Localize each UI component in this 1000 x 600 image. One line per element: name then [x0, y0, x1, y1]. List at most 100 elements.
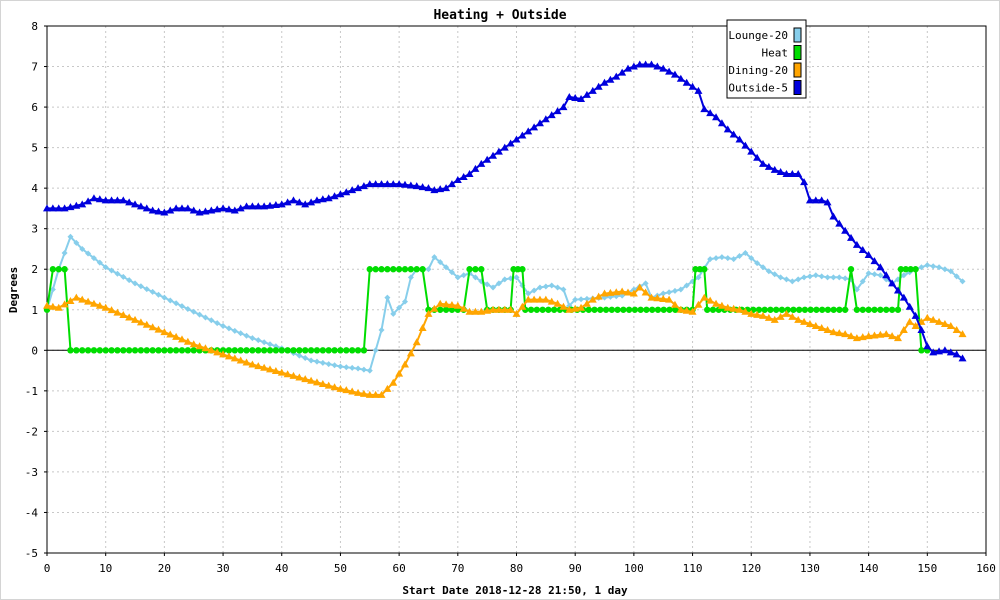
data-point	[553, 299, 562, 307]
data-point	[930, 263, 937, 270]
data-point	[717, 119, 726, 127]
data-point	[466, 266, 473, 273]
data-point	[659, 294, 668, 302]
data-point	[835, 219, 844, 227]
data-point	[307, 347, 315, 354]
data-point	[66, 296, 75, 304]
data-point	[213, 205, 222, 213]
data-point	[811, 196, 820, 204]
data-point	[312, 196, 321, 204]
data-point	[923, 313, 932, 321]
data-point	[865, 270, 872, 277]
data-point	[260, 363, 269, 371]
data-point	[60, 204, 69, 212]
data-point	[96, 347, 104, 354]
data-point	[807, 306, 814, 313]
data-point	[425, 266, 432, 273]
data-point	[183, 337, 192, 345]
data-point	[84, 347, 92, 354]
data-point	[231, 347, 238, 354]
data-point	[631, 306, 639, 313]
data-point	[354, 347, 362, 354]
data-point	[443, 264, 450, 271]
y-tick-label: 4	[31, 182, 38, 195]
data-point	[641, 288, 650, 296]
data-point	[893, 286, 902, 294]
y-tick-label: 6	[31, 101, 38, 114]
data-point	[243, 347, 250, 354]
data-point	[935, 317, 944, 325]
data-point	[899, 326, 908, 334]
data-point	[707, 256, 714, 263]
data-point	[682, 306, 691, 314]
data-point	[442, 300, 451, 308]
data-point	[577, 303, 586, 311]
data-point	[612, 288, 621, 296]
data-point	[778, 306, 786, 313]
data-point	[635, 60, 644, 68]
data-point	[307, 376, 316, 384]
data-point	[201, 344, 210, 352]
data-point	[518, 131, 527, 139]
data-point	[911, 311, 920, 319]
data-point	[459, 173, 468, 181]
data-point	[625, 306, 633, 313]
data-point	[602, 306, 610, 313]
data-point	[572, 296, 579, 303]
data-point	[736, 253, 743, 260]
data-point	[608, 306, 616, 313]
data-point	[911, 321, 920, 329]
data-point	[530, 123, 539, 131]
data-point	[225, 347, 233, 354]
data-point	[154, 325, 163, 333]
data-point	[260, 202, 269, 210]
data-point	[770, 315, 779, 323]
data-point	[136, 318, 145, 326]
data-point	[524, 127, 533, 135]
data-point	[401, 298, 408, 305]
x-tick-label: 30	[216, 562, 229, 575]
y-tick-label: -3	[25, 466, 38, 479]
data-point	[853, 306, 861, 313]
data-point	[190, 308, 197, 315]
data-point	[535, 295, 544, 303]
data-point	[131, 347, 139, 354]
data-point	[806, 273, 813, 280]
data-point	[360, 366, 367, 373]
data-point	[430, 304, 439, 312]
data-point	[483, 155, 492, 163]
data-point	[236, 356, 245, 364]
data-point	[177, 335, 186, 343]
data-point	[195, 208, 204, 216]
data-point	[899, 293, 908, 301]
legend-swatch	[793, 80, 802, 95]
data-point	[359, 389, 368, 397]
data-point	[629, 62, 638, 70]
data-point	[137, 347, 145, 354]
legend-box	[726, 19, 807, 99]
data-point	[764, 162, 773, 170]
data-point	[371, 390, 380, 398]
data-point	[277, 368, 286, 376]
data-point	[859, 306, 866, 313]
data-point	[43, 301, 51, 309]
data-point	[531, 287, 538, 294]
y-tick-label: 8	[31, 20, 38, 33]
data-point	[125, 198, 134, 206]
data-point	[125, 313, 134, 321]
x-tick-label: 10	[99, 562, 112, 575]
data-point	[354, 184, 363, 192]
data-point	[167, 297, 174, 304]
data-point	[148, 206, 157, 214]
data-point	[330, 383, 339, 391]
data-point	[255, 337, 262, 344]
data-point	[301, 200, 310, 208]
data-point	[594, 82, 603, 90]
data-point	[336, 384, 345, 392]
data-point	[355, 365, 362, 372]
y-tick-label: -5	[25, 547, 38, 560]
data-point	[747, 309, 756, 317]
data-point	[220, 322, 227, 329]
data-point	[514, 266, 522, 273]
